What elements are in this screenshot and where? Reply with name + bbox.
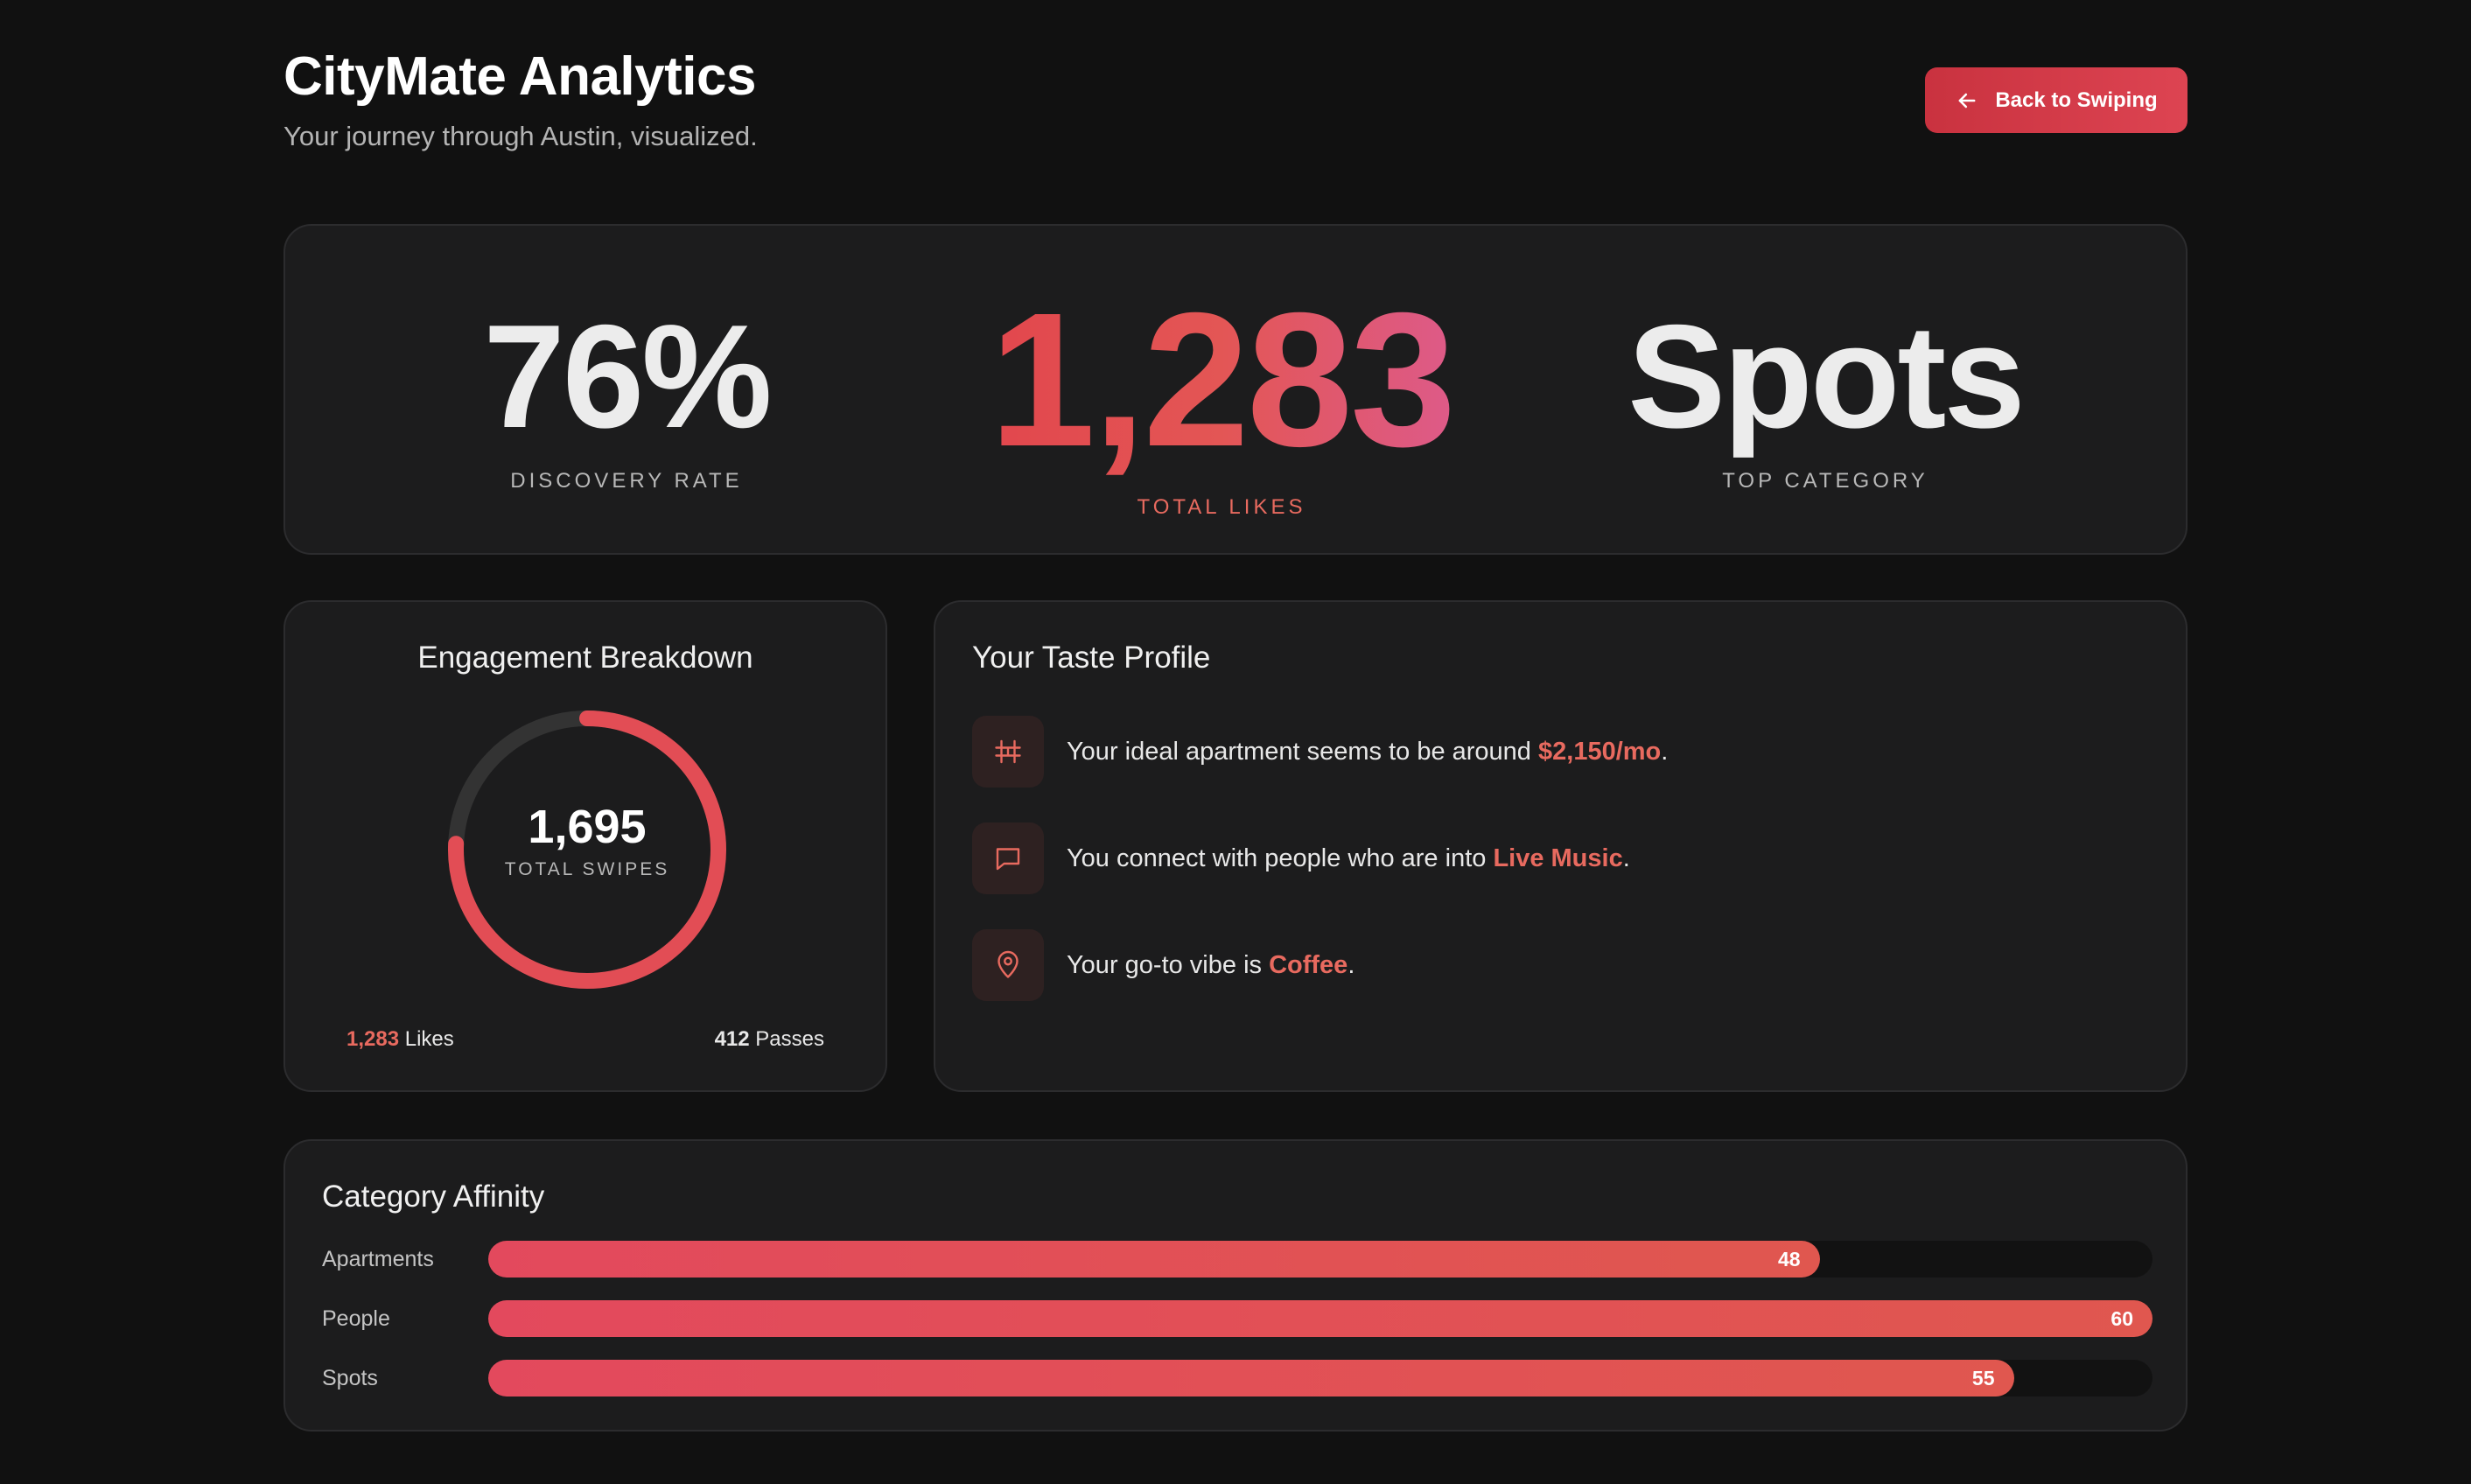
category-bar-value: 55 xyxy=(1971,1367,1995,1390)
back-to-swiping-button[interactable]: Back to Swiping xyxy=(1925,67,2188,133)
category-bar-row: Apartments 48 xyxy=(322,1241,2152,1278)
discovery-rate-label: DISCOVERY RATE xyxy=(510,469,743,493)
taste-item-text: You connect with people who are into Liv… xyxy=(1067,844,1630,873)
category-affinity-card: Category Affinity Apartments 48 People 6… xyxy=(284,1139,2188,1432)
chat-bubble-icon xyxy=(972,822,1044,894)
category-bar-label: Apartments xyxy=(322,1247,434,1271)
arrow-left-icon xyxy=(1958,93,1976,108)
category-bar-row: Spots 55 xyxy=(322,1360,2152,1396)
category-affinity-title: Category Affinity xyxy=(322,1180,545,1214)
total-likes-label: TOTAL LIKES xyxy=(1137,495,1306,519)
taste-item-prefix: You connect with people who are into xyxy=(1067,844,1494,872)
taste-item-prefix: Your go-to vibe is xyxy=(1067,950,1270,979)
total-swipes-value: 1,695 xyxy=(528,801,647,853)
donut-center: 1,695 TOTAL SWIPES xyxy=(443,705,732,994)
category-bar-label: Spots xyxy=(322,1366,378,1390)
category-bar-track: 48 xyxy=(488,1241,2152,1278)
taste-item-vibe: Your go-to vibe is Coffee. xyxy=(972,929,1354,1001)
taste-item-people: You connect with people who are into Liv… xyxy=(972,822,1630,894)
category-bar-fill: 55 xyxy=(488,1360,2014,1396)
taste-item-text: Your ideal apartment seems to be around … xyxy=(1067,738,1668,766)
category-bar-fill: 48 xyxy=(488,1241,1820,1278)
category-bar-value: 60 xyxy=(2110,1307,2133,1330)
taste-item-prefix: Your ideal apartment seems to be around xyxy=(1067,737,1538,766)
page-title: CityMate Analytics xyxy=(284,46,756,107)
total-likes-value: 1,283 xyxy=(933,285,1510,476)
engagement-title: Engagement Breakdown xyxy=(417,640,753,675)
taste-profile-card: Your Taste Profile Your ideal apartment … xyxy=(934,600,2188,1092)
likes-legend: 1,283 Likes xyxy=(346,1027,454,1052)
top-category-value: Spots xyxy=(1628,294,2026,458)
category-bar-label: People xyxy=(322,1306,390,1331)
passes-legend-label: Passes xyxy=(755,1027,824,1051)
taste-item-highlight: $2,150/mo xyxy=(1538,737,1662,766)
floorplan-icon xyxy=(972,716,1044,788)
passes-count: 412 xyxy=(714,1027,750,1051)
page-header: CityMate Analytics Your journey through … xyxy=(284,44,2188,158)
discovery-rate-stat: 76% DISCOVERY RATE xyxy=(443,303,810,494)
taste-item-suffix: . xyxy=(1348,950,1355,979)
total-likes-stat: 1,283 TOTAL LIKES xyxy=(933,285,1510,520)
donut-likes-arc xyxy=(448,710,726,989)
taste-item-text: Your go-to vibe is Coffee. xyxy=(1067,951,1354,980)
taste-item-apartment: Your ideal apartment seems to be around … xyxy=(972,716,1668,788)
taste-profile-title: Your Taste Profile xyxy=(972,640,1211,675)
category-bar-track: 55 xyxy=(488,1360,2152,1396)
page-subtitle: Your journey through Austin, visualized. xyxy=(284,121,758,151)
category-bar-fill: 60 xyxy=(488,1300,2152,1337)
category-bar-row: People 60 xyxy=(322,1300,2152,1337)
top-category-stat: Spots TOP CATEGORY xyxy=(1598,303,2053,494)
category-bar-value: 48 xyxy=(1778,1248,1801,1270)
engagement-card: Engagement Breakdown 1,695 TOTAL SWIPES … xyxy=(284,600,887,1092)
back-button-label: Back to Swiping xyxy=(1995,88,2158,112)
likes-legend-label: Likes xyxy=(404,1027,454,1051)
category-bar-track: 60 xyxy=(488,1300,2152,1337)
total-swipes-label: TOTAL SWIPES xyxy=(504,859,670,879)
stats-card: 76% DISCOVERY RATE 1,283 TOTAL LIKES Spo… xyxy=(284,224,2188,555)
taste-item-suffix: . xyxy=(1622,844,1630,872)
top-category-label: TOP CATEGORY xyxy=(1722,469,1928,493)
map-pin-icon xyxy=(972,929,1044,1001)
engagement-donut xyxy=(448,710,726,989)
taste-item-highlight: Coffee xyxy=(1269,950,1348,979)
likes-count: 1,283 xyxy=(346,1027,400,1051)
taste-item-highlight: Live Music xyxy=(1493,844,1623,872)
taste-item-suffix: . xyxy=(1661,737,1669,766)
passes-legend: 412 Passes xyxy=(715,1027,824,1052)
discovery-rate-value: 76% xyxy=(483,294,772,458)
